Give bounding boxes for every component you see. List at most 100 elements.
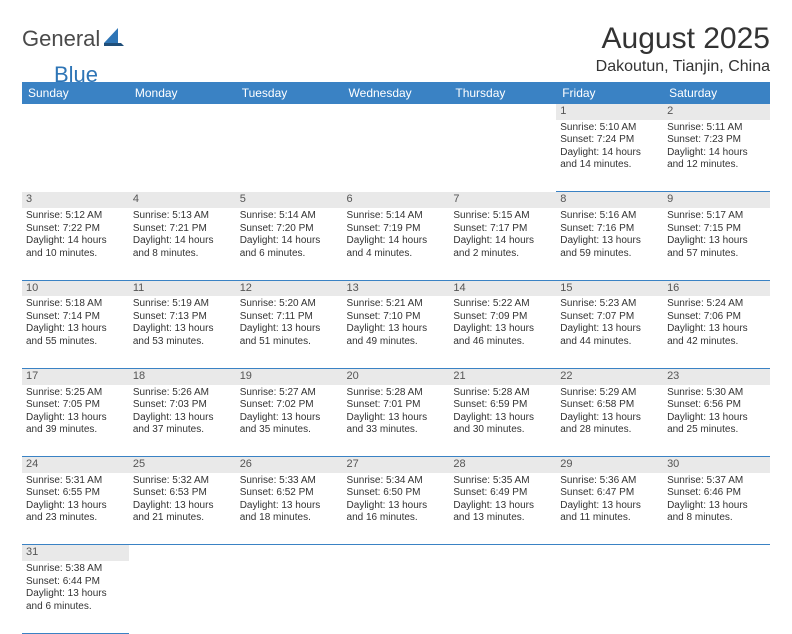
day-number-cell: 1 <box>556 104 663 120</box>
sunset-text: Sunset: 6:50 PM <box>347 487 446 500</box>
day-number-cell: 6 <box>343 192 450 208</box>
daylight-text: Daylight: 14 hours and 12 minutes. <box>667 147 766 172</box>
day-number-cell: 4 <box>129 192 236 208</box>
day-number-cell: 23 <box>663 368 770 384</box>
daylight-text: Daylight: 13 hours and 23 minutes. <box>26 500 125 525</box>
daylight-text: Daylight: 13 hours and 37 minutes. <box>133 412 232 437</box>
day-number-cell: 19 <box>236 368 343 384</box>
sunrise-text: Sunrise: 5:35 AM <box>453 475 552 488</box>
sunrise-text: Sunrise: 5:16 AM <box>560 210 659 223</box>
daylight-text: Daylight: 13 hours and 21 minutes. <box>133 500 232 525</box>
sunset-text: Sunset: 7:22 PM <box>26 223 125 236</box>
daylight-text: Daylight: 14 hours and 10 minutes. <box>26 235 125 260</box>
sunset-text: Sunset: 7:24 PM <box>560 134 659 147</box>
day-detail-cell: Sunrise: 5:14 AMSunset: 7:20 PMDaylight:… <box>236 208 343 280</box>
sunrise-text: Sunrise: 5:28 AM <box>453 387 552 400</box>
sunrise-text: Sunrise: 5:29 AM <box>560 387 659 400</box>
sunset-text: Sunset: 7:19 PM <box>347 223 446 236</box>
header: General August 2025 Dakoutun, Tianjin, C… <box>22 22 770 76</box>
daynum-row: 31 <box>22 545 770 561</box>
sunrise-text: Sunrise: 5:22 AM <box>453 298 552 311</box>
daylight-text: Daylight: 13 hours and 18 minutes. <box>240 500 339 525</box>
sunrise-text: Sunrise: 5:24 AM <box>667 298 766 311</box>
day-number-cell: 5 <box>236 192 343 208</box>
day-detail-cell: Sunrise: 5:38 AMSunset: 6:44 PMDaylight:… <box>22 561 129 633</box>
sunset-text: Sunset: 6:44 PM <box>26 576 125 589</box>
sunrise-text: Sunrise: 5:30 AM <box>667 387 766 400</box>
day-number-cell <box>236 545 343 561</box>
day-number-cell: 15 <box>556 280 663 296</box>
day-number-cell: 11 <box>129 280 236 296</box>
sunset-text: Sunset: 6:59 PM <box>453 399 552 412</box>
daylight-text: Daylight: 14 hours and 8 minutes. <box>133 235 232 260</box>
day-detail-cell <box>449 561 556 633</box>
day-detail-cell: Sunrise: 5:25 AMSunset: 7:05 PMDaylight:… <box>22 385 129 457</box>
day-detail-cell: Sunrise: 5:27 AMSunset: 7:02 PMDaylight:… <box>236 385 343 457</box>
sunrise-text: Sunrise: 5:15 AM <box>453 210 552 223</box>
day-detail-cell: Sunrise: 5:15 AMSunset: 7:17 PMDaylight:… <box>449 208 556 280</box>
daylight-text: Daylight: 13 hours and 8 minutes. <box>667 500 766 525</box>
weekday-header: Thursday <box>449 82 556 104</box>
sunrise-text: Sunrise: 5:28 AM <box>347 387 446 400</box>
sunset-text: Sunset: 7:05 PM <box>26 399 125 412</box>
day-number-cell: 26 <box>236 457 343 473</box>
day-number-cell: 14 <box>449 280 556 296</box>
sunset-text: Sunset: 7:06 PM <box>667 311 766 324</box>
detail-row: Sunrise: 5:38 AMSunset: 6:44 PMDaylight:… <box>22 561 770 633</box>
day-number-cell <box>449 104 556 120</box>
day-number-cell: 21 <box>449 368 556 384</box>
day-number-cell: 31 <box>22 545 129 561</box>
day-number-cell <box>129 545 236 561</box>
sunset-text: Sunset: 7:14 PM <box>26 311 125 324</box>
month-title: August 2025 <box>596 22 770 56</box>
day-number-cell: 17 <box>22 368 129 384</box>
logo: General <box>22 26 126 52</box>
daylight-text: Daylight: 14 hours and 4 minutes. <box>347 235 446 260</box>
day-detail-cell <box>343 120 450 192</box>
daylight-text: Daylight: 13 hours and 16 minutes. <box>347 500 446 525</box>
sunset-text: Sunset: 6:56 PM <box>667 399 766 412</box>
daylight-text: Daylight: 13 hours and 49 minutes. <box>347 323 446 348</box>
day-number-cell: 18 <box>129 368 236 384</box>
daylight-text: Daylight: 14 hours and 14 minutes. <box>560 147 659 172</box>
sunset-text: Sunset: 7:09 PM <box>453 311 552 324</box>
day-detail-cell: Sunrise: 5:17 AMSunset: 7:15 PMDaylight:… <box>663 208 770 280</box>
sunrise-text: Sunrise: 5:37 AM <box>667 475 766 488</box>
sunset-text: Sunset: 7:23 PM <box>667 134 766 147</box>
day-number-cell <box>22 104 129 120</box>
sunrise-text: Sunrise: 5:26 AM <box>133 387 232 400</box>
daylight-text: Daylight: 13 hours and 33 minutes. <box>347 412 446 437</box>
detail-row: Sunrise: 5:25 AMSunset: 7:05 PMDaylight:… <box>22 385 770 457</box>
day-detail-cell: Sunrise: 5:19 AMSunset: 7:13 PMDaylight:… <box>129 296 236 368</box>
day-detail-cell: Sunrise: 5:30 AMSunset: 6:56 PMDaylight:… <box>663 385 770 457</box>
day-number-cell <box>343 104 450 120</box>
day-detail-cell: Sunrise: 5:31 AMSunset: 6:55 PMDaylight:… <box>22 473 129 545</box>
daylight-text: Daylight: 13 hours and 42 minutes. <box>667 323 766 348</box>
daylight-text: Daylight: 13 hours and 13 minutes. <box>453 500 552 525</box>
day-number-cell: 9 <box>663 192 770 208</box>
sunrise-text: Sunrise: 5:14 AM <box>240 210 339 223</box>
daylight-text: Daylight: 13 hours and 51 minutes. <box>240 323 339 348</box>
daylight-text: Daylight: 13 hours and 6 minutes. <box>26 588 125 613</box>
day-detail-cell: Sunrise: 5:34 AMSunset: 6:50 PMDaylight:… <box>343 473 450 545</box>
daylight-text: Daylight: 13 hours and 39 minutes. <box>26 412 125 437</box>
day-detail-cell: Sunrise: 5:13 AMSunset: 7:21 PMDaylight:… <box>129 208 236 280</box>
weekday-header: Friday <box>556 82 663 104</box>
sunrise-text: Sunrise: 5:31 AM <box>26 475 125 488</box>
daynum-row: 17181920212223 <box>22 368 770 384</box>
sunset-text: Sunset: 7:01 PM <box>347 399 446 412</box>
day-detail-cell <box>129 561 236 633</box>
detail-row: Sunrise: 5:12 AMSunset: 7:22 PMDaylight:… <box>22 208 770 280</box>
sunrise-text: Sunrise: 5:34 AM <box>347 475 446 488</box>
day-number-cell <box>449 545 556 561</box>
day-number-cell: 30 <box>663 457 770 473</box>
sunset-text: Sunset: 7:07 PM <box>560 311 659 324</box>
sunset-text: Sunset: 7:03 PM <box>133 399 232 412</box>
day-number-cell: 8 <box>556 192 663 208</box>
sunset-text: Sunset: 7:11 PM <box>240 311 339 324</box>
day-number-cell: 2 <box>663 104 770 120</box>
daylight-text: Daylight: 13 hours and 30 minutes. <box>453 412 552 437</box>
sunrise-text: Sunrise: 5:32 AM <box>133 475 232 488</box>
day-detail-cell: Sunrise: 5:12 AMSunset: 7:22 PMDaylight:… <box>22 208 129 280</box>
sunrise-text: Sunrise: 5:19 AM <box>133 298 232 311</box>
